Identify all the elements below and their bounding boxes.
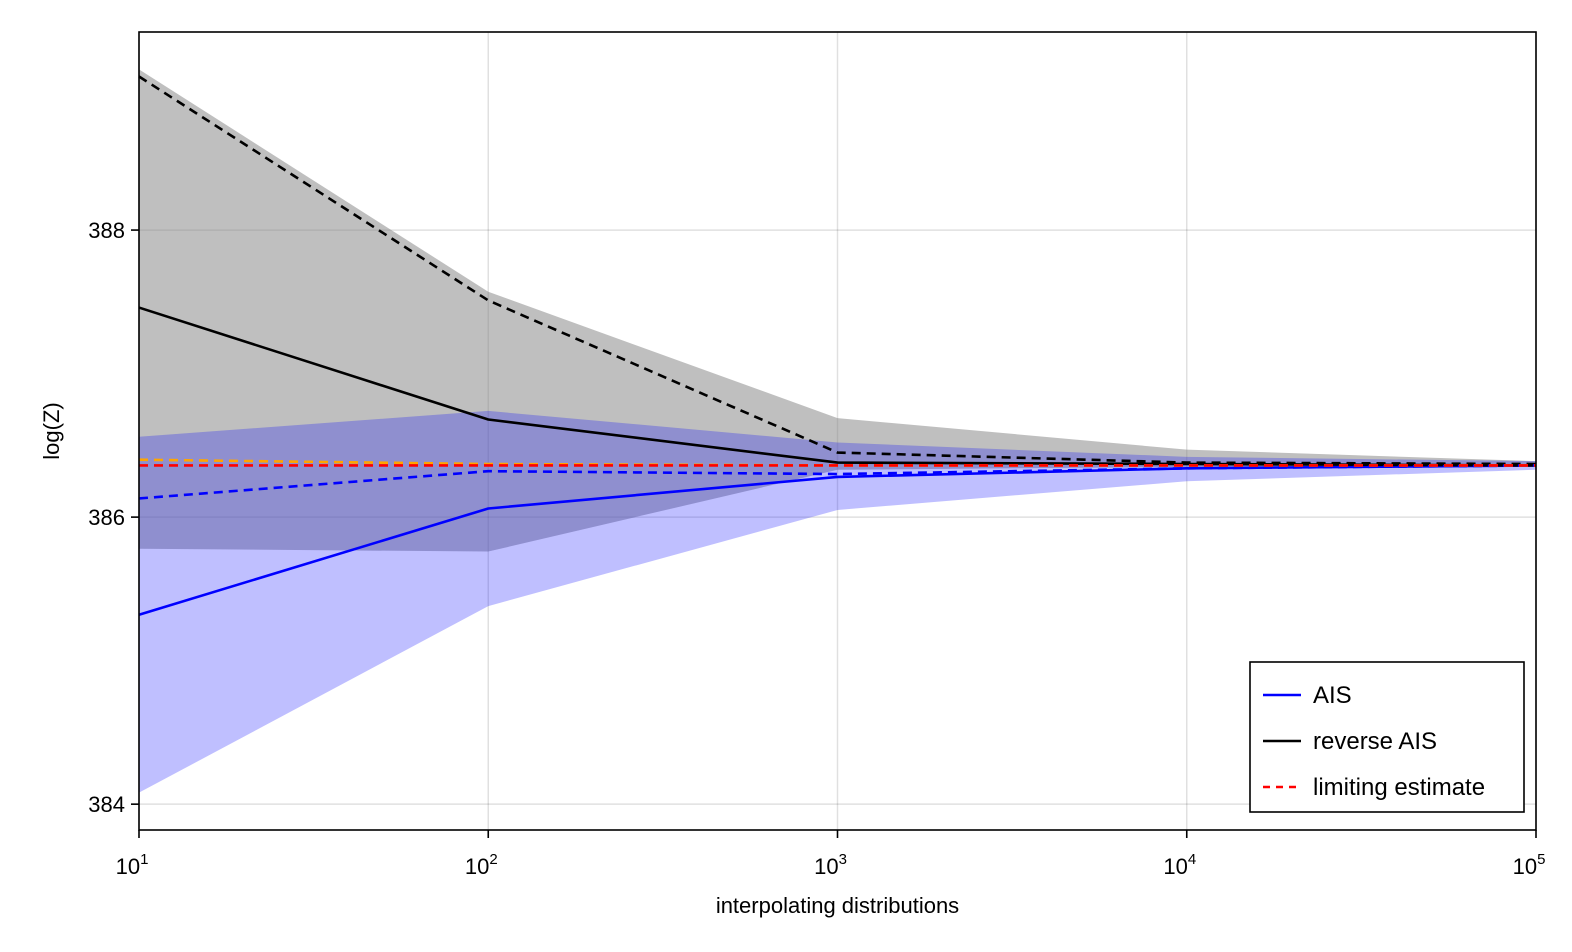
x-tick-exponent: 3 [839,851,847,868]
y-tick-label: 384 [88,792,125,817]
x-tick-base: 10 [814,854,838,879]
legend-label: reverse AIS [1313,728,1437,755]
x-tick-label: 103 [814,851,847,879]
x-tick-base: 10 [465,854,489,879]
confidence-band [139,410,1536,793]
x-tick-label: 104 [1163,851,1196,879]
legend-label: limiting estimate [1313,774,1485,801]
x-tick-exponent: 5 [1537,851,1545,868]
x-tick-exponent: 2 [489,851,497,868]
confidence-band [139,69,1536,552]
series-lines [138,75,1537,616]
x-tick-exponent: 4 [1188,851,1196,868]
y-axis-label: log(Z) [39,402,64,459]
x-axis-label: interpolating distributions [716,893,959,918]
confidence-bands [139,69,1536,793]
x-tick-label: 101 [116,851,149,879]
series-line [138,306,1537,467]
x-tick-label: 105 [1513,851,1546,879]
series-line [138,464,1537,500]
y-tick-label: 386 [88,505,125,530]
x-tick-label: 102 [465,851,498,879]
x-tick-base: 10 [1163,854,1187,879]
series-line [138,75,1537,466]
legend: AIS reverse AIS limiting estimate [1249,661,1525,813]
x-tick-exponent: 1 [140,851,148,868]
series-line [138,464,1537,616]
y-tick-label: 388 [88,218,125,243]
x-tick-base: 10 [1513,854,1537,879]
x-tick-base: 10 [116,854,140,879]
legend-label: AIS [1313,682,1352,709]
